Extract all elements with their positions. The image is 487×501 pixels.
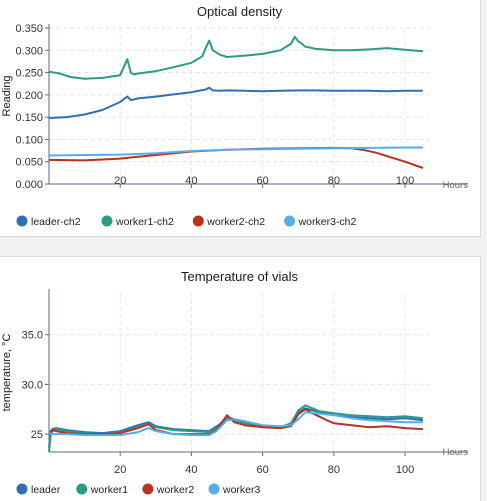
legend-item[interactable]: leader-ch2 (16, 215, 81, 229)
temperature-card: Temperature of vials 25 30.0 35.0 20 40 60 80 10… (0, 256, 481, 501)
y-tick-label: 0.250 (15, 68, 43, 80)
legend-label: worker1-ch2 (115, 216, 174, 228)
x-tick-label: 100 (396, 175, 414, 187)
legend-item[interactable]: worker1 (76, 483, 129, 497)
temperature-chart: Temperature of vials 25 30.0 35.0 20 40 60 80 10… (1, 269, 469, 497)
x-unit-label: Hours (443, 447, 469, 458)
y-tick-label: 0.200 (15, 90, 43, 102)
y-tick-label: 0.150 (15, 112, 43, 124)
y-tick-label: 0.300 (15, 45, 43, 57)
y-tick-label: 0.000 (15, 179, 43, 191)
series-line-worker3 (48, 411, 423, 437)
legend-item[interactable]: worker2 (142, 483, 195, 497)
x-tick-label: 80 (328, 175, 340, 187)
legend-label: leader (31, 484, 61, 496)
optical-density-card: Optical density 0.000 0.050 0.100 0.150 0.200… (0, 0, 481, 237)
grid (49, 27, 430, 185)
legend-swatch (16, 215, 28, 227)
legend-item[interactable]: worker3 (208, 483, 261, 497)
legend: leader worker1 worker2 worker3 (16, 483, 261, 497)
x-tick-label: 100 (396, 464, 414, 476)
legend-item[interactable]: worker3-ch2 (284, 215, 357, 229)
legend-label: worker1 (90, 484, 129, 496)
x-tick-label: 60 (257, 464, 269, 476)
y-tick-label: 30.0 (22, 379, 43, 391)
x-unit-label: Hours (443, 180, 469, 191)
legend-item[interactable]: worker1-ch2 (101, 215, 174, 229)
x-tick-label: 60 (257, 175, 269, 187)
y-axis-label: Reading (1, 76, 13, 117)
legend-swatch (142, 483, 154, 495)
y-tick-label: 35.0 (22, 330, 43, 342)
y-axis-label: temperature, °C (1, 334, 13, 412)
series-line-leader (48, 407, 424, 449)
series-line-worker2 (48, 408, 423, 436)
series-line-worker2-ch2 (48, 146, 424, 169)
x-tick-label: 20 (114, 464, 126, 476)
x-tick-label: 40 (185, 464, 197, 476)
x-tick-label: 20 (114, 175, 126, 187)
optical-density-chart: Optical density 0.000 0.050 0.100 0.150 0.200… (1, 4, 469, 229)
legend-label: worker2-ch2 (206, 216, 265, 228)
y-tick-label: 0.050 (15, 157, 43, 169)
legend-label: worker3-ch2 (298, 216, 357, 228)
x-tick-label: 40 (185, 175, 197, 187)
x-tick-label: 80 (328, 464, 340, 476)
legend-item[interactable]: leader (16, 483, 61, 497)
chart-title: Temperature of vials (181, 269, 299, 284)
y-tick-label: 25 (31, 429, 43, 441)
series-line-leader-ch2 (48, 86, 423, 119)
legend-swatch (101, 215, 113, 227)
legend-item[interactable]: worker2-ch2 (192, 215, 265, 229)
series-line-worker3-ch2 (48, 146, 423, 157)
legend-swatch (208, 483, 220, 495)
legend-label: leader-ch2 (31, 216, 81, 228)
legend-label: worker3 (222, 484, 261, 496)
y-tick-label: 0.100 (15, 134, 43, 146)
chart-title: Optical density (197, 4, 283, 19)
legend-swatch (192, 215, 204, 227)
legend-swatch (284, 215, 296, 227)
y-tick-label: 0.350 (15, 23, 43, 35)
legend: leader-ch2 worker1-ch2 worker2-ch2 worker3-… (16, 215, 357, 229)
grid (49, 293, 430, 452)
series-line-worker1-ch2 (48, 35, 423, 80)
series-line-worker1 (48, 404, 424, 453)
legend-swatch (76, 483, 88, 495)
legend-label: worker2 (156, 484, 195, 496)
legend-swatch (16, 483, 28, 495)
